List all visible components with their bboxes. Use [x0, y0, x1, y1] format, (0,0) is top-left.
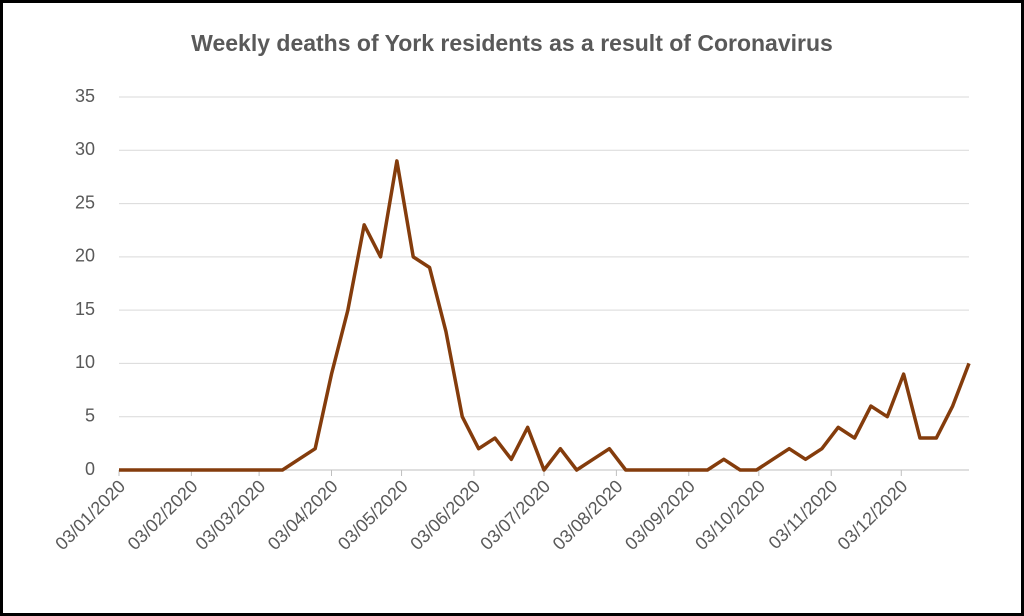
y-tick-label: 10: [75, 352, 95, 372]
y-tick-label: 25: [75, 192, 95, 212]
chart-title: Weekly deaths of York residents as a res…: [191, 30, 833, 56]
y-tick-label: 15: [75, 299, 95, 319]
y-tick-label: 20: [75, 246, 95, 266]
data-line: [119, 159, 971, 472]
y-tick-label: 5: [85, 405, 95, 425]
y-tick-label: 0: [85, 459, 95, 479]
y-tick-label: 35: [75, 86, 95, 106]
y-tick-label: 30: [75, 139, 95, 159]
